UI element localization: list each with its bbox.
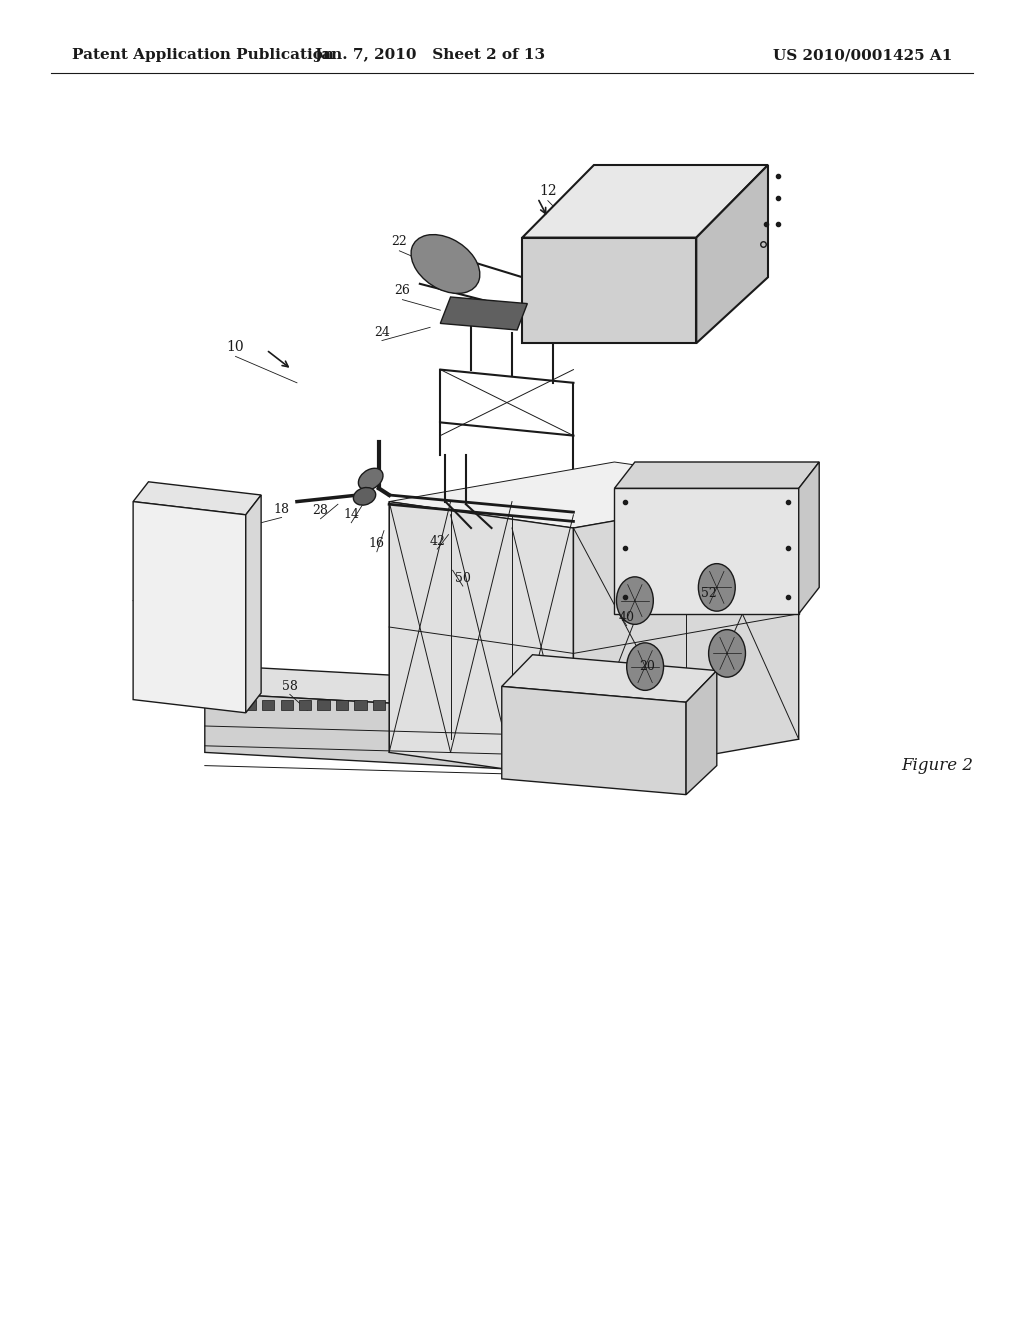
Text: 58: 58 — [282, 680, 298, 693]
Polygon shape — [246, 495, 261, 713]
Text: 14: 14 — [343, 508, 359, 521]
Polygon shape — [799, 462, 819, 614]
Text: 22: 22 — [391, 235, 408, 248]
Text: Patent Application Publication: Patent Application Publication — [72, 49, 334, 62]
Text: 20: 20 — [639, 660, 655, 673]
Bar — [373, 700, 385, 710]
Text: 10: 10 — [226, 341, 245, 354]
Text: Jan. 7, 2010   Sheet 2 of 13: Jan. 7, 2010 Sheet 2 of 13 — [314, 49, 546, 62]
Circle shape — [698, 564, 735, 611]
Polygon shape — [389, 462, 799, 528]
Polygon shape — [502, 655, 717, 702]
Polygon shape — [573, 488, 799, 779]
Bar — [262, 700, 274, 710]
Polygon shape — [205, 693, 686, 779]
Text: US 2010/0001425 A1: US 2010/0001425 A1 — [773, 49, 952, 62]
Ellipse shape — [358, 469, 383, 490]
Circle shape — [627, 643, 664, 690]
Text: 24: 24 — [374, 326, 390, 339]
Polygon shape — [205, 667, 717, 719]
Bar — [299, 700, 311, 710]
Circle shape — [709, 630, 745, 677]
Bar — [281, 700, 293, 710]
Polygon shape — [389, 502, 573, 779]
Text: 28: 28 — [312, 504, 329, 517]
Text: 18: 18 — [273, 503, 290, 516]
Text: 52: 52 — [700, 587, 717, 601]
Polygon shape — [440, 297, 527, 330]
Text: 26: 26 — [394, 284, 411, 297]
Ellipse shape — [411, 235, 480, 293]
Circle shape — [616, 577, 653, 624]
Polygon shape — [522, 165, 768, 238]
Text: 12: 12 — [539, 185, 557, 198]
Ellipse shape — [353, 487, 376, 506]
Polygon shape — [522, 238, 696, 343]
Polygon shape — [696, 165, 768, 343]
Bar — [317, 700, 330, 710]
Text: 50: 50 — [455, 572, 471, 585]
Polygon shape — [614, 488, 799, 614]
Text: 16: 16 — [369, 537, 385, 550]
Bar — [225, 700, 238, 710]
Text: Figure 2: Figure 2 — [901, 758, 973, 774]
Polygon shape — [133, 502, 246, 713]
Text: 42: 42 — [429, 535, 445, 548]
Polygon shape — [133, 482, 261, 515]
Polygon shape — [686, 671, 717, 795]
Polygon shape — [502, 686, 686, 795]
Polygon shape — [614, 462, 819, 488]
Text: 40: 40 — [618, 611, 635, 624]
Bar — [244, 700, 256, 710]
Bar — [336, 700, 348, 710]
Bar — [354, 700, 367, 710]
